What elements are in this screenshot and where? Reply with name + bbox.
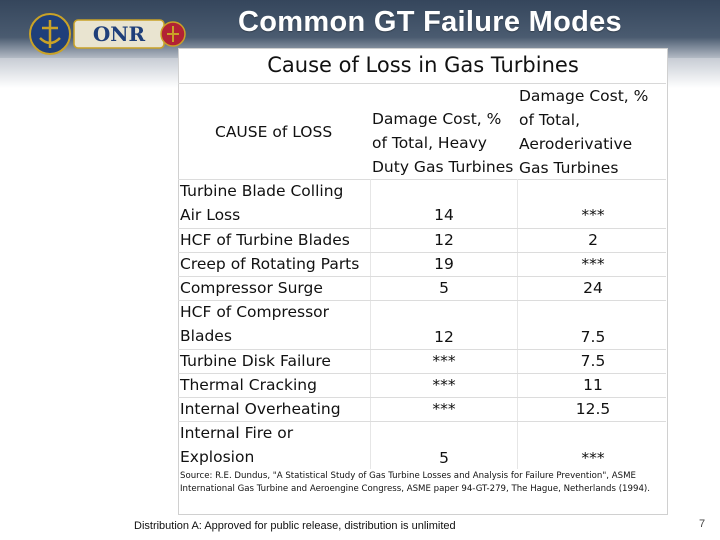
- header-divider: [178, 179, 666, 180]
- table-cell-aeroderivative: 24: [583, 279, 603, 297]
- table-cell-heavy-duty: 5: [439, 279, 449, 297]
- table-cell-heavy-duty: 5: [439, 449, 449, 467]
- table-title: Cause of Loss in Gas Turbines: [267, 53, 579, 77]
- table-row-cause: Turbine Blade Colling Air Loss: [180, 182, 344, 225]
- table-cell-aeroderivative: ***: [581, 449, 605, 467]
- column-divider: [517, 179, 518, 469]
- table-cell-heavy-duty: ***: [432, 376, 456, 394]
- source-citation: Source: R.E. Dundus, "A Statistical Stud…: [180, 471, 651, 494]
- onr-logo: ONR: [29, 13, 186, 55]
- table-cell-heavy-duty: ***: [432, 400, 456, 418]
- table-row-cause: Internal Fire or Explosion: [180, 424, 294, 467]
- table-cell-aeroderivative: 12.5: [575, 400, 611, 418]
- row-divider: [178, 421, 666, 422]
- column-header-aeroderivative: Damage Cost, % of Total, Aeroderivative …: [519, 87, 649, 177]
- table-cell-aeroderivative: 7.5: [580, 352, 606, 370]
- distribution-statement: Distribution A: Approved for public rele…: [134, 520, 456, 532]
- table-cell-heavy-duty: 12: [434, 328, 454, 346]
- row-divider: [178, 228, 666, 229]
- row-divider: [178, 373, 666, 374]
- table-cell-aeroderivative: 7.5: [580, 328, 606, 346]
- table-cell-aeroderivative: ***: [581, 206, 605, 224]
- table-row-cause: Thermal Cracking: [180, 376, 317, 394]
- column-header-heavy-duty: Damage Cost, % of Total, Heavy Duty Gas …: [372, 110, 514, 176]
- table-row-cause: HCF of Compressor Blades: [180, 303, 330, 346]
- table-row-cause: HCF of Turbine Blades: [180, 231, 350, 249]
- table-cell-heavy-duty: 12: [434, 231, 454, 249]
- logo-text: ONR: [93, 22, 146, 46]
- table-panel: [178, 48, 668, 515]
- table-cell-aeroderivative: 2: [588, 231, 598, 249]
- column-header-cause: CAUSE of LOSS: [215, 123, 333, 141]
- page-number: 7: [699, 518, 706, 530]
- row-divider: [178, 397, 666, 398]
- table-cell-aeroderivative: ***: [581, 255, 605, 273]
- table-row-cause: Compressor Surge: [180, 279, 323, 297]
- table-row-cause: Creep of Rotating Parts: [180, 255, 360, 273]
- table-cell-heavy-duty: ***: [432, 352, 456, 370]
- table-row-cause: Turbine Disk Failure: [180, 352, 331, 370]
- slide-title: Common GT Failure Modes: [238, 6, 622, 38]
- row-divider: [178, 252, 666, 253]
- row-divider: [178, 349, 666, 350]
- row-divider: [178, 276, 666, 277]
- table-cell-aeroderivative: 11: [583, 376, 603, 394]
- column-divider: [370, 179, 371, 469]
- row-divider: [178, 300, 666, 301]
- table-cell-heavy-duty: 19: [434, 255, 454, 273]
- table-cell-heavy-duty: 14: [434, 206, 454, 224]
- title-divider: [178, 83, 666, 84]
- table-row-cause: Internal Overheating: [180, 400, 341, 418]
